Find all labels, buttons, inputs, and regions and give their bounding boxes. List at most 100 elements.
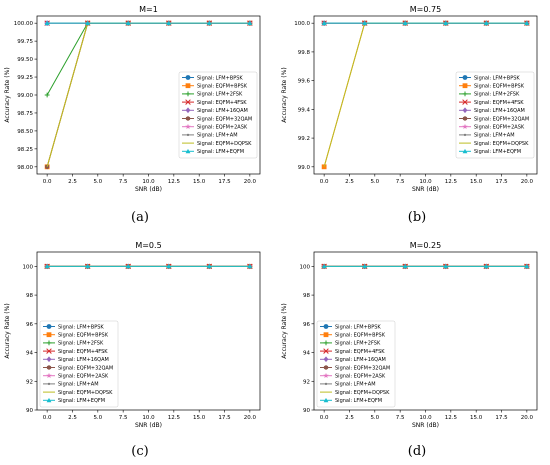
x-tick-label: 17.5 [495,179,508,185]
data-point [483,20,489,26]
legend-marker [462,99,468,105]
legend-entry: Signal: EQFM+BPSK [197,84,248,90]
charts-layer: M=1 0.0 2.5 5.0 7.5 10.0 12.5 15.0 17.5 20.0 98.00… [4,5,538,429]
legend-marker [462,148,468,154]
x-tick-label: 0.0 [43,415,52,421]
y-tick-label: 99.50 [17,57,33,63]
chart-1: M=1 0.0 2.5 5.0 7.5 10.0 12.5 15.0 17.5 20.0 98.00… [4,5,261,193]
x-tick-label: 15.0 [470,415,483,421]
y-tick-label: 94 [303,351,310,357]
x-tick-label: 7.5 [119,415,128,421]
y-tick-label: 92 [26,379,33,385]
x-tick-label: 15.0 [470,179,483,185]
legend-box [455,71,535,159]
y-tick-label: 99.6 [298,79,311,85]
legend-marker [185,83,191,89]
x-tick-label: 17.5 [218,415,231,421]
y-tick-label: 100 [300,264,311,270]
legend-entry: Signal: LFM+AM [58,382,99,388]
legend-marker [323,365,329,370]
x-tick-label: 15.0 [193,179,206,185]
y-tick-label: 99.0 [298,165,311,171]
y-axis-label: Accuracy Rate (%) [281,303,288,358]
legend-box [316,320,396,408]
legend-entry: Signal: LFM+2FSK [58,341,104,347]
legend-entry: Signal: LFM+BPSK [474,75,520,81]
x-tick-label: 0.0 [320,415,329,421]
legend-marker [323,340,329,346]
data-point [44,20,50,26]
data-point [247,20,253,26]
data-point [483,263,489,269]
data-point [206,20,212,26]
chart-title: M=1 [139,5,158,14]
x-tick-label: 20.0 [244,179,257,185]
x-tick-label: 2.5 [345,179,354,185]
y-tick-label: 99.2 [298,136,310,142]
legend-marker [46,332,52,338]
x-tick-label: 20.0 [521,415,534,421]
x-tick-label: 7.5 [119,179,128,185]
y-tick-label: 100.0 [294,21,310,27]
legend: Signal: LFM+BPSK Signal: EQFM+BPSK Signal:… [316,320,396,408]
x-tick-label: 5.0 [370,179,379,185]
y-axis-label: Accuracy Rate (%) [281,67,288,122]
data-point [524,20,530,26]
y-tick-label: 94 [26,351,33,357]
data-point [85,20,91,26]
legend-entry: Signal: EQFM+4FSK [197,100,247,106]
series-layer [44,263,253,270]
x-tick-label: 2.5 [345,415,354,421]
x-axis-label: SNR (dB) [135,422,162,429]
legend-marker [185,107,191,114]
data-point [166,20,172,26]
legend-marker [462,83,468,89]
legend-marker [46,397,52,403]
legend-entry: Signal: LFM+16QAM [58,357,109,363]
data-point [206,263,212,269]
legend-marker [323,348,329,354]
legend-entry: Signal: LFM+BPSK [58,324,104,330]
legend-marker [46,348,52,354]
x-tick-label: 10.0 [142,179,155,185]
data-point [524,263,530,269]
data-point [247,263,253,269]
data-point [125,20,131,26]
legend-entry: Signal: EQFM+DQPSK [335,390,390,396]
data-point [402,20,408,26]
legend-marker [462,75,468,80]
legend-marker [185,123,191,130]
legend-marker [462,107,468,114]
x-tick-label: 12.5 [168,415,181,421]
x-tick-label: 12.5 [445,179,458,185]
legend-entry: Signal: LFM+16QAM [335,357,386,363]
y-tick-label: 100 [23,264,34,270]
series-layer [321,20,530,170]
legend-entry: Signal: LFM+EQFM [58,398,105,404]
legend-marker [463,133,467,137]
legend-entry: Signal: LFM+2FSK [197,92,243,98]
legend-marker [185,75,191,80]
legend-marker [185,91,191,97]
chart-4: M=0.25 0.0 2.5 5.0 7.5 10.0 12.5 15.0 17.5 20.0 90… [281,241,538,429]
legend-entry: Signal: LFM+AM [474,133,515,139]
legend-entry: Signal: EQFM+2ASK [58,374,109,380]
chart-2: M=0.75 0.0 2.5 5.0 7.5 10.0 12.5 15.0 17.5 20.0 99… [281,5,538,193]
y-tick-label: 98 [26,293,33,299]
panel-label-d: (d) [408,444,426,459]
legend-marker [185,116,191,121]
data-point [402,263,408,269]
legend-marker [185,148,191,154]
legend-marker [185,99,191,105]
legend-marker [324,382,328,386]
legend-entry: Signal: LFM+16QAM [197,108,248,114]
legend-entry: Signal: EQFM+DQPSK [58,390,113,396]
y-tick-label: 90 [303,408,310,414]
x-tick-label: 10.0 [419,179,432,185]
legend-entry: Signal: EQFM+2ASK [197,125,248,131]
legend-entry: Signal: LFM+BPSK [197,75,243,81]
legend-entry: Signal: EQFM+32QAM [335,365,390,371]
x-tick-label: 12.5 [168,179,181,185]
legend-entry: Signal: LFM+2FSK [474,92,520,98]
series-layer [321,263,530,270]
